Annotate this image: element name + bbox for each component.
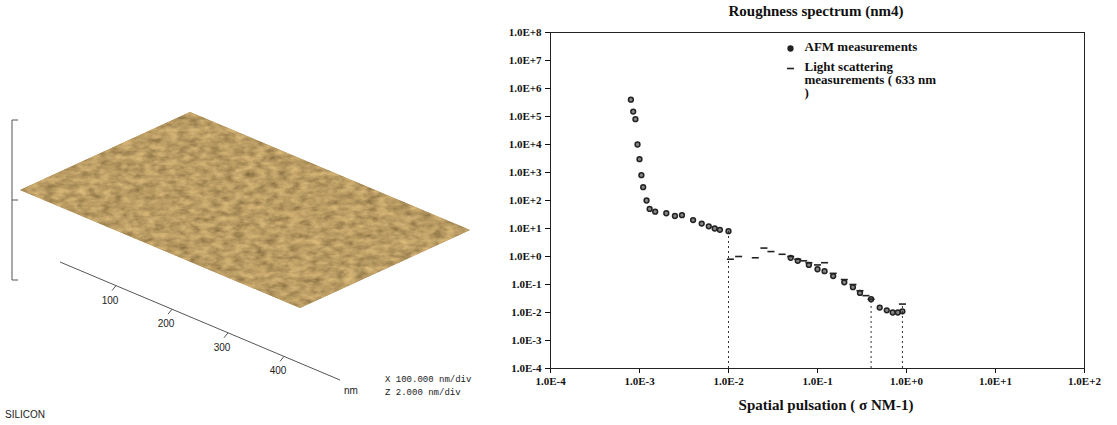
svg-text:300: 300 bbox=[214, 342, 231, 353]
svg-text:nm: nm bbox=[344, 385, 358, 396]
svg-text:1.0E-2: 1.0E-2 bbox=[511, 306, 542, 318]
svg-text:1.0E-3: 1.0E-3 bbox=[624, 375, 655, 387]
svg-text:1.0E-4: 1.0E-4 bbox=[511, 362, 542, 374]
svg-text:1.0E+1: 1.0E+1 bbox=[509, 222, 542, 234]
svg-text:1.0E-1: 1.0E-1 bbox=[511, 278, 541, 290]
svg-text:400: 400 bbox=[270, 365, 287, 376]
svg-text:200: 200 bbox=[158, 318, 175, 329]
svg-text:1.0E+6: 1.0E+6 bbox=[509, 82, 542, 94]
svg-text:1.0E+5: 1.0E+5 bbox=[509, 110, 542, 122]
svg-text:1.0E+8: 1.0E+8 bbox=[509, 26, 542, 38]
svg-text:1.0E-1: 1.0E-1 bbox=[802, 375, 832, 387]
html-text:Roughness spectrum (nm4): Roughness spectrum (nm4) bbox=[728, 3, 904, 19]
svg-text:1.0E+2: 1.0E+2 bbox=[1068, 375, 1101, 387]
svg-text:AFM measurements: AFM measurements bbox=[805, 39, 918, 54]
svg-text:Light scatteringmeasurements (: Light scatteringmeasurements ( 633 nm) bbox=[805, 59, 937, 100]
svg-text:1.0E+7: 1.0E+7 bbox=[509, 54, 542, 66]
svg-text:1.0E-2: 1.0E-2 bbox=[713, 375, 744, 387]
svg-text:SILICON: SILICON bbox=[5, 409, 45, 420]
svg-text:1.0E+3: 1.0E+3 bbox=[509, 166, 542, 178]
svg-text:100: 100 bbox=[102, 295, 119, 306]
svg-text:1.0E-3: 1.0E-3 bbox=[511, 334, 542, 346]
svg-text:Z 2.000 nm/div: Z 2.000 nm/div bbox=[385, 388, 461, 398]
svg-text:1.0E+2: 1.0E+2 bbox=[509, 194, 542, 206]
svg-text:X 100.000 nm/div: X 100.000 nm/div bbox=[385, 375, 472, 385]
svg-text:1.0E+0: 1.0E+0 bbox=[890, 375, 923, 387]
svg-text:1.0E+1: 1.0E+1 bbox=[979, 375, 1012, 387]
html-text:Spatial pulsation ( σ NM-1): Spatial pulsation ( σ NM-1) bbox=[738, 397, 914, 413]
svg-text:1.0E+4: 1.0E+4 bbox=[509, 138, 542, 150]
svg-text:1.0E-4: 1.0E-4 bbox=[535, 375, 566, 387]
svg-text:1.0E+0: 1.0E+0 bbox=[509, 250, 542, 262]
